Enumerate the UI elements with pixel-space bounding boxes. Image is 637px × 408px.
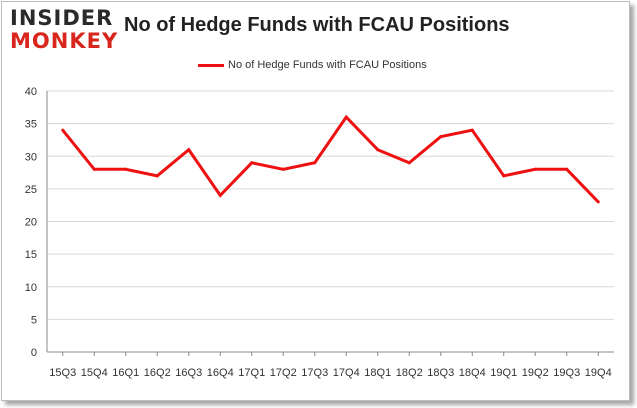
y-tick-label: 5 [31, 314, 37, 326]
data-point [281, 167, 285, 171]
x-tick-label: 15Q3 [49, 367, 76, 379]
chart-title: No of Hedge Funds with FCAU Positions [124, 14, 510, 36]
data-point [92, 167, 96, 171]
x-tick-label: 18Q4 [459, 367, 486, 379]
y-tick-label: 20 [25, 217, 37, 229]
y-tick-label: 40 [25, 86, 37, 98]
chart-legend: No of Hedge Funds with FCAU Positions [198, 57, 427, 73]
y-tick-label: 10 [25, 282, 37, 294]
insider-monkey-logo: INSIDER MONKEY [10, 6, 120, 56]
y-tick-label: 0 [31, 347, 37, 359]
x-tick-label: 19Q1 [490, 367, 517, 379]
data-point [596, 200, 600, 204]
x-tick-label: 18Q1 [364, 367, 391, 379]
x-tick-label: 16Q2 [144, 367, 171, 379]
chart-frame [1, 1, 630, 401]
x-tick-label: 19Q3 [553, 367, 580, 379]
data-point [61, 128, 65, 132]
legend-label: No of Hedge Funds with FCAU Positions [228, 59, 427, 71]
x-tick-label: 19Q4 [585, 367, 612, 379]
data-point [533, 167, 537, 171]
series-line [61, 114, 600, 203]
data-point [155, 174, 159, 178]
data-point [439, 135, 443, 139]
data-point [502, 174, 506, 178]
x-tick-label: 15Q4 [81, 367, 108, 379]
data-point [344, 115, 348, 119]
data-point [565, 167, 569, 171]
data-point [187, 148, 191, 152]
x-tick-label: 17Q3 [301, 367, 328, 379]
x-tick-label: 16Q4 [207, 367, 234, 379]
logo-line-2: MONKEY [10, 29, 119, 53]
y-tick-label: 15 [25, 249, 37, 261]
logo-line-1: INSIDER [10, 6, 114, 30]
data-point [470, 128, 474, 132]
y-tick-label: 25 [25, 184, 37, 196]
x-tick-label: 16Q1 [112, 367, 139, 379]
x-tick-label: 18Q3 [427, 367, 454, 379]
x-tick-label: 19Q2 [522, 367, 549, 379]
data-point [250, 161, 254, 165]
x-tick-label: 18Q2 [396, 367, 423, 379]
x-tick-label: 17Q1 [238, 367, 265, 379]
legend-swatch [198, 63, 224, 67]
y-tick-label: 30 [25, 151, 37, 163]
data-point [124, 167, 128, 171]
x-tick-label: 16Q3 [175, 367, 202, 379]
x-tick-label: 17Q4 [333, 367, 360, 379]
data-point [376, 148, 380, 152]
y-tick-label: 35 [25, 119, 37, 131]
data-point [313, 161, 317, 165]
x-tick-label: 17Q2 [270, 367, 297, 379]
data-point [407, 161, 411, 165]
data-point [218, 193, 222, 197]
